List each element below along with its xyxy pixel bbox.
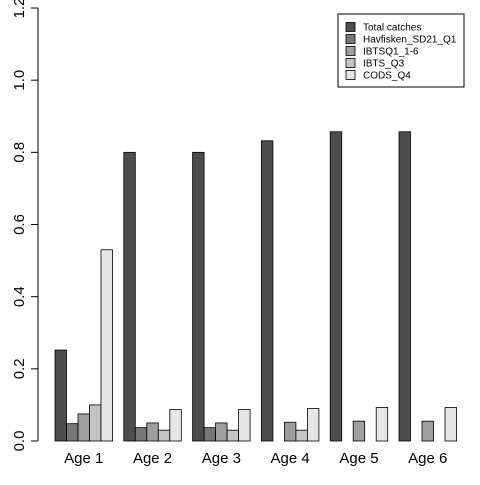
- legend-swatch: [345, 34, 356, 44]
- y-axis: 0.0 0.2 0.4 0.6 0.8 1.0 1.2: [11, 0, 39, 452]
- x-category-label: Age 6: [408, 450, 447, 467]
- legend-swatch: [345, 22, 356, 32]
- bar-ibtsq1-1-6-1: [77, 413, 90, 442]
- bar-ibtsq1-1-6-4: [283, 421, 297, 442]
- bar-total-catches-3: [192, 151, 205, 442]
- x-category-label: Age 3: [202, 450, 241, 467]
- x-axis-labels: Age 1 Age 2 Age 3 Age 4 Age 5 Age 6: [64, 450, 447, 467]
- y-tick-label: 0.4: [11, 286, 28, 307]
- x-category-label: Age 2: [133, 450, 172, 467]
- bars-group: [54, 131, 457, 442]
- x-category-label: Age 4: [271, 450, 310, 467]
- y-tick-label: 0.6: [11, 214, 28, 235]
- legend-swatch: [345, 58, 356, 68]
- bar-cods-q4-5: [375, 407, 389, 442]
- x-category-label: Age 5: [339, 450, 378, 467]
- legend-swatch: [345, 46, 356, 56]
- bar-ibts-q3-2: [157, 429, 171, 442]
- bar-total-catches-5: [329, 131, 343, 442]
- bar-cods-q4-6: [444, 407, 457, 442]
- bar-total-catches-2: [123, 151, 136, 442]
- legend-box: [337, 13, 465, 88]
- bar-ibtsq1-1-6-3: [215, 422, 228, 442]
- bar-total-catches-4: [260, 140, 274, 442]
- bar-cods-q4-4: [306, 408, 320, 442]
- legend-label: IBTS_Q3: [363, 59, 405, 70]
- bar-cods-q4-2: [169, 409, 182, 442]
- bar-ibtsq1-1-6-2: [146, 422, 159, 442]
- y-tick-label: 1.2: [11, 0, 28, 18]
- legend-label: Total catches: [363, 23, 421, 34]
- y-tick-label: 1.0: [11, 70, 28, 91]
- bar-total-catches-1: [54, 349, 67, 442]
- bar-havfisken-sd21-q1-1: [66, 423, 79, 442]
- bar-ibtsq1-1-6-5: [352, 420, 366, 442]
- y-tick-label: 0.8: [11, 142, 28, 163]
- bar-ibts-q3-1: [89, 404, 102, 442]
- legend: Total catchesHavfisken_SD21_Q1IBTSQ1_1-6…: [337, 13, 465, 88]
- bar-total-catches-6: [398, 131, 411, 442]
- y-tick-label: 0.2: [11, 358, 28, 379]
- y-tick-label: 0.0: [11, 431, 28, 452]
- bar-havfisken-sd21-q1-3: [203, 427, 217, 442]
- bar-ibts-q3-4: [295, 429, 308, 442]
- bar-ibts-q3-3: [226, 429, 240, 442]
- legend-label: IBTSQ1_1-6: [363, 47, 419, 58]
- legend-swatch: [345, 70, 356, 80]
- bar-havfisken-sd21-q1-2: [134, 427, 148, 442]
- bar-cods-q4-1: [100, 249, 113, 442]
- legend-label: CODS_Q4: [363, 71, 411, 82]
- x-category-label: Age 1: [64, 450, 103, 467]
- legend-label: Havfisken_SD21_Q1: [363, 35, 457, 46]
- bar-ibtsq1-1-6-6: [421, 420, 434, 442]
- bar-cods-q4-3: [238, 409, 251, 442]
